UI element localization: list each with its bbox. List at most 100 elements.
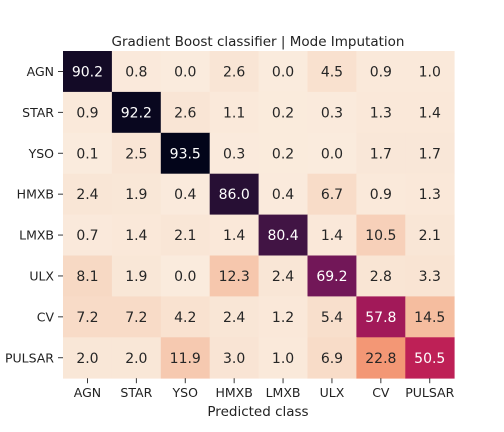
cell-value-label: 7.2 — [125, 310, 147, 326]
cell-value-label: 22.8 — [365, 351, 396, 367]
heatmap-cell — [63, 214, 113, 256]
heatmap-cell — [63, 173, 113, 215]
cell-value-label: 0.2 — [272, 105, 294, 121]
heatmap-cell — [160, 255, 211, 297]
cell-value-label: 0.0 — [272, 64, 294, 80]
heatmap-cell — [307, 214, 357, 256]
heatmap-cell — [405, 337, 455, 379]
cell-value-label: 12.3 — [219, 269, 250, 285]
heatmap-cell — [356, 337, 406, 379]
heatmap-cell — [307, 173, 357, 215]
cell-value-label: 2.4 — [223, 310, 245, 326]
cell-value-label: 2.1 — [419, 228, 441, 244]
heatmap-cell — [307, 337, 357, 379]
heatmap-cell — [209, 296, 259, 338]
heatmap-cell — [356, 255, 406, 297]
heatmap-cell — [209, 255, 259, 297]
cell-value-label: 6.7 — [321, 187, 343, 203]
heatmap-cell — [160, 173, 211, 215]
cell-value-label: 0.0 — [321, 146, 343, 162]
heatmap-cell — [63, 296, 113, 338]
cell-value-label: 90.2 — [72, 64, 103, 80]
heatmap-cell — [63, 91, 113, 134]
cell-value-label: 3.3 — [419, 269, 441, 285]
heatmap-cell — [63, 132, 113, 175]
y-tick-label: AGN — [27, 64, 54, 79]
cell-value-label: 1.3 — [370, 105, 392, 121]
cell-value-label: 1.7 — [419, 146, 441, 162]
cell-value-label: 1.4 — [223, 228, 245, 244]
cell-value-label: 1.4 — [419, 105, 441, 121]
x-axis-label: Predicted class — [207, 404, 308, 420]
y-tick-label: ULX — [29, 268, 54, 283]
heatmap-cell — [209, 337, 259, 379]
cell-value-label: 0.3 — [223, 146, 245, 162]
heatmap-cell — [160, 296, 211, 338]
x-tick-label: HMXB — [215, 385, 252, 400]
heatmap-cell — [405, 296, 455, 338]
heatmap-cell — [63, 337, 113, 379]
y-tick-label: LMXB — [19, 228, 54, 243]
cell-value-label: 6.9 — [321, 351, 343, 367]
cell-annotations: 90.2 0.8 0.0 2.6 0.0 4.5 0.9 1.0 0.9 92.2 2.6 1.1 0.… — [72, 64, 445, 366]
heatmap-cell — [209, 91, 259, 134]
heatmap-cell — [307, 255, 357, 297]
heatmap-cell — [356, 296, 406, 338]
cell-value-label: 2.4 — [76, 187, 98, 203]
heatmap-cell — [356, 91, 406, 134]
cell-value-label: 0.4 — [272, 187, 294, 203]
heatmap-cell — [356, 132, 406, 175]
heatmap-cell — [209, 51, 259, 93]
cell-value-label: 0.9 — [370, 187, 392, 203]
heatmap-cell — [160, 337, 211, 379]
x-tick-label: ULX — [320, 385, 345, 400]
cell-value-label: 5.4 — [321, 310, 343, 326]
cell-value-label: 1.1 — [223, 105, 245, 121]
heatmap-cell — [111, 214, 162, 256]
x-axis: AGN STAR YSO HMXB LMXB ULX CV PULSAR — [74, 378, 455, 400]
x-tick-label: LMXB — [266, 385, 301, 400]
y-tick-label: PULSAR — [5, 350, 54, 365]
heatmap-cell — [111, 173, 162, 215]
heatmap-cell — [209, 214, 259, 256]
cell-value-label: 0.2 — [272, 146, 294, 162]
heatmap-cell — [356, 214, 406, 256]
cell-value-label: 7.2 — [76, 310, 98, 326]
cell-value-label: 2.8 — [370, 269, 392, 285]
heatmap-cell — [405, 173, 455, 215]
heatmap-cell — [209, 132, 259, 175]
cell-value-label: 2.6 — [174, 105, 196, 121]
cell-value-label: 4.5 — [321, 64, 343, 80]
cell-value-label: 2.4 — [272, 269, 294, 285]
heatmap-cell — [405, 91, 455, 134]
heatmap-cell — [405, 132, 455, 175]
x-tick-label: STAR — [120, 385, 152, 400]
heatmap-cell — [258, 51, 308, 93]
y-tick-label: YSO — [28, 146, 55, 161]
cell-value-label: 0.1 — [76, 146, 98, 162]
heatmap-cell — [356, 173, 406, 215]
x-tick-label: YSO — [172, 385, 199, 400]
cell-value-label: 0.9 — [370, 64, 392, 80]
heatmap-cell — [258, 91, 308, 134]
cell-value-label: 1.2 — [272, 310, 294, 326]
heatmap-cell — [111, 51, 162, 93]
cell-value-label: 0.3 — [321, 105, 343, 121]
heatmap-cell — [258, 255, 308, 297]
heatmap-cell — [405, 255, 455, 297]
heatmap-cell — [258, 296, 308, 338]
cell-value-label: 11.9 — [170, 351, 201, 367]
cell-value-label: 1.7 — [370, 146, 392, 162]
heatmap-cell — [160, 214, 211, 256]
cell-value-label: 0.0 — [174, 64, 196, 80]
cell-value-label: 1.4 — [125, 228, 147, 244]
cell-value-label: 1.9 — [125, 269, 147, 285]
cell-value-label: 0.4 — [174, 187, 196, 203]
cell-value-label: 1.3 — [419, 187, 441, 203]
heatmap-cell — [111, 337, 162, 379]
cell-value-label: 4.2 — [174, 310, 196, 326]
chart-title: Gradient Boost classifier | Mode Imputat… — [112, 34, 405, 50]
y-axis: AGN STAR YSO HMXB LMXB ULX CV PULSAR — [5, 64, 63, 365]
